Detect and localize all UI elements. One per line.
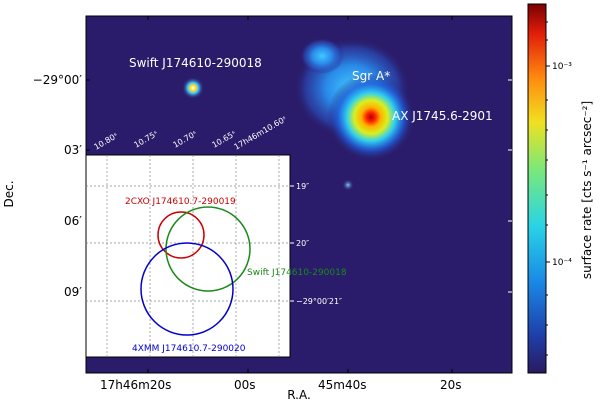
x-tick-label: 20s	[440, 378, 462, 392]
x-tick-label: 17h46m20s	[100, 378, 171, 392]
colorbar-tick-labels: 10⁻³ 10⁻⁴	[552, 62, 572, 268]
inset-circles	[140, 206, 251, 336]
ax-source-label: AX J1745.6-2901	[392, 109, 493, 123]
bottom-ticks	[147, 369, 453, 373]
y-tick-label: 06′	[64, 214, 82, 228]
colorbar-ticks	[546, 21, 550, 356]
y-axis-label: Dec.	[2, 180, 16, 207]
inset-right-tick: 19″	[296, 182, 309, 191]
y-tick-label: 03′	[64, 143, 82, 157]
top-ticks	[147, 16, 453, 20]
inset-right-ticks: 19″ 20″ −29°00′21″	[290, 182, 342, 306]
cxo-error-circle	[157, 211, 205, 259]
swift-source	[182, 77, 204, 99]
colorbar	[527, 3, 547, 374]
y-tick-label: 09′	[64, 285, 82, 299]
x-tick-label: 45m40s	[318, 378, 366, 392]
inset-grid	[86, 155, 290, 357]
inset-right-tick: 20″	[296, 239, 309, 248]
swift-circle-label: Swift J174610-290018	[247, 268, 347, 278]
sgra-emission-upper	[300, 38, 344, 74]
x-tick-labels: 17h46m20s 00s 45m40s 20s	[100, 378, 462, 392]
inset-right-tick: −29°00′21″	[296, 297, 342, 306]
y-tick-labels: −29°00′ 03′ 06′ 09′	[33, 73, 83, 299]
inset-background	[85, 154, 291, 358]
inset-panel: 2CXO J174610.7-290019 Swift J174610-2900…	[85, 154, 347, 358]
cxo-circle-label: 2CXO J174610.7-290019	[125, 197, 236, 207]
right-ticks	[508, 79, 512, 293]
swift-error-circle	[165, 206, 251, 292]
xmm-circle-label: 4XMM J174610.7-290020	[132, 344, 246, 354]
x-axis-label: R.A.	[287, 388, 311, 400]
xmm-error-circle	[140, 242, 234, 336]
sgra-label: Sgr A*	[352, 69, 390, 83]
colorbar-tick-label: 10⁻³	[552, 62, 572, 72]
ax-source	[327, 73, 415, 161]
faint-source	[342, 179, 354, 191]
swift-source-label: Swift J174610-290018	[129, 56, 262, 70]
x-tick-label: 00s	[234, 378, 256, 392]
colorbar-tick-label: 10⁻⁴	[552, 258, 572, 268]
y-tick-label: −29°00′	[33, 73, 83, 87]
colorbar-label: surface rate [cts s⁻¹ arcsec⁻²]	[580, 101, 594, 279]
